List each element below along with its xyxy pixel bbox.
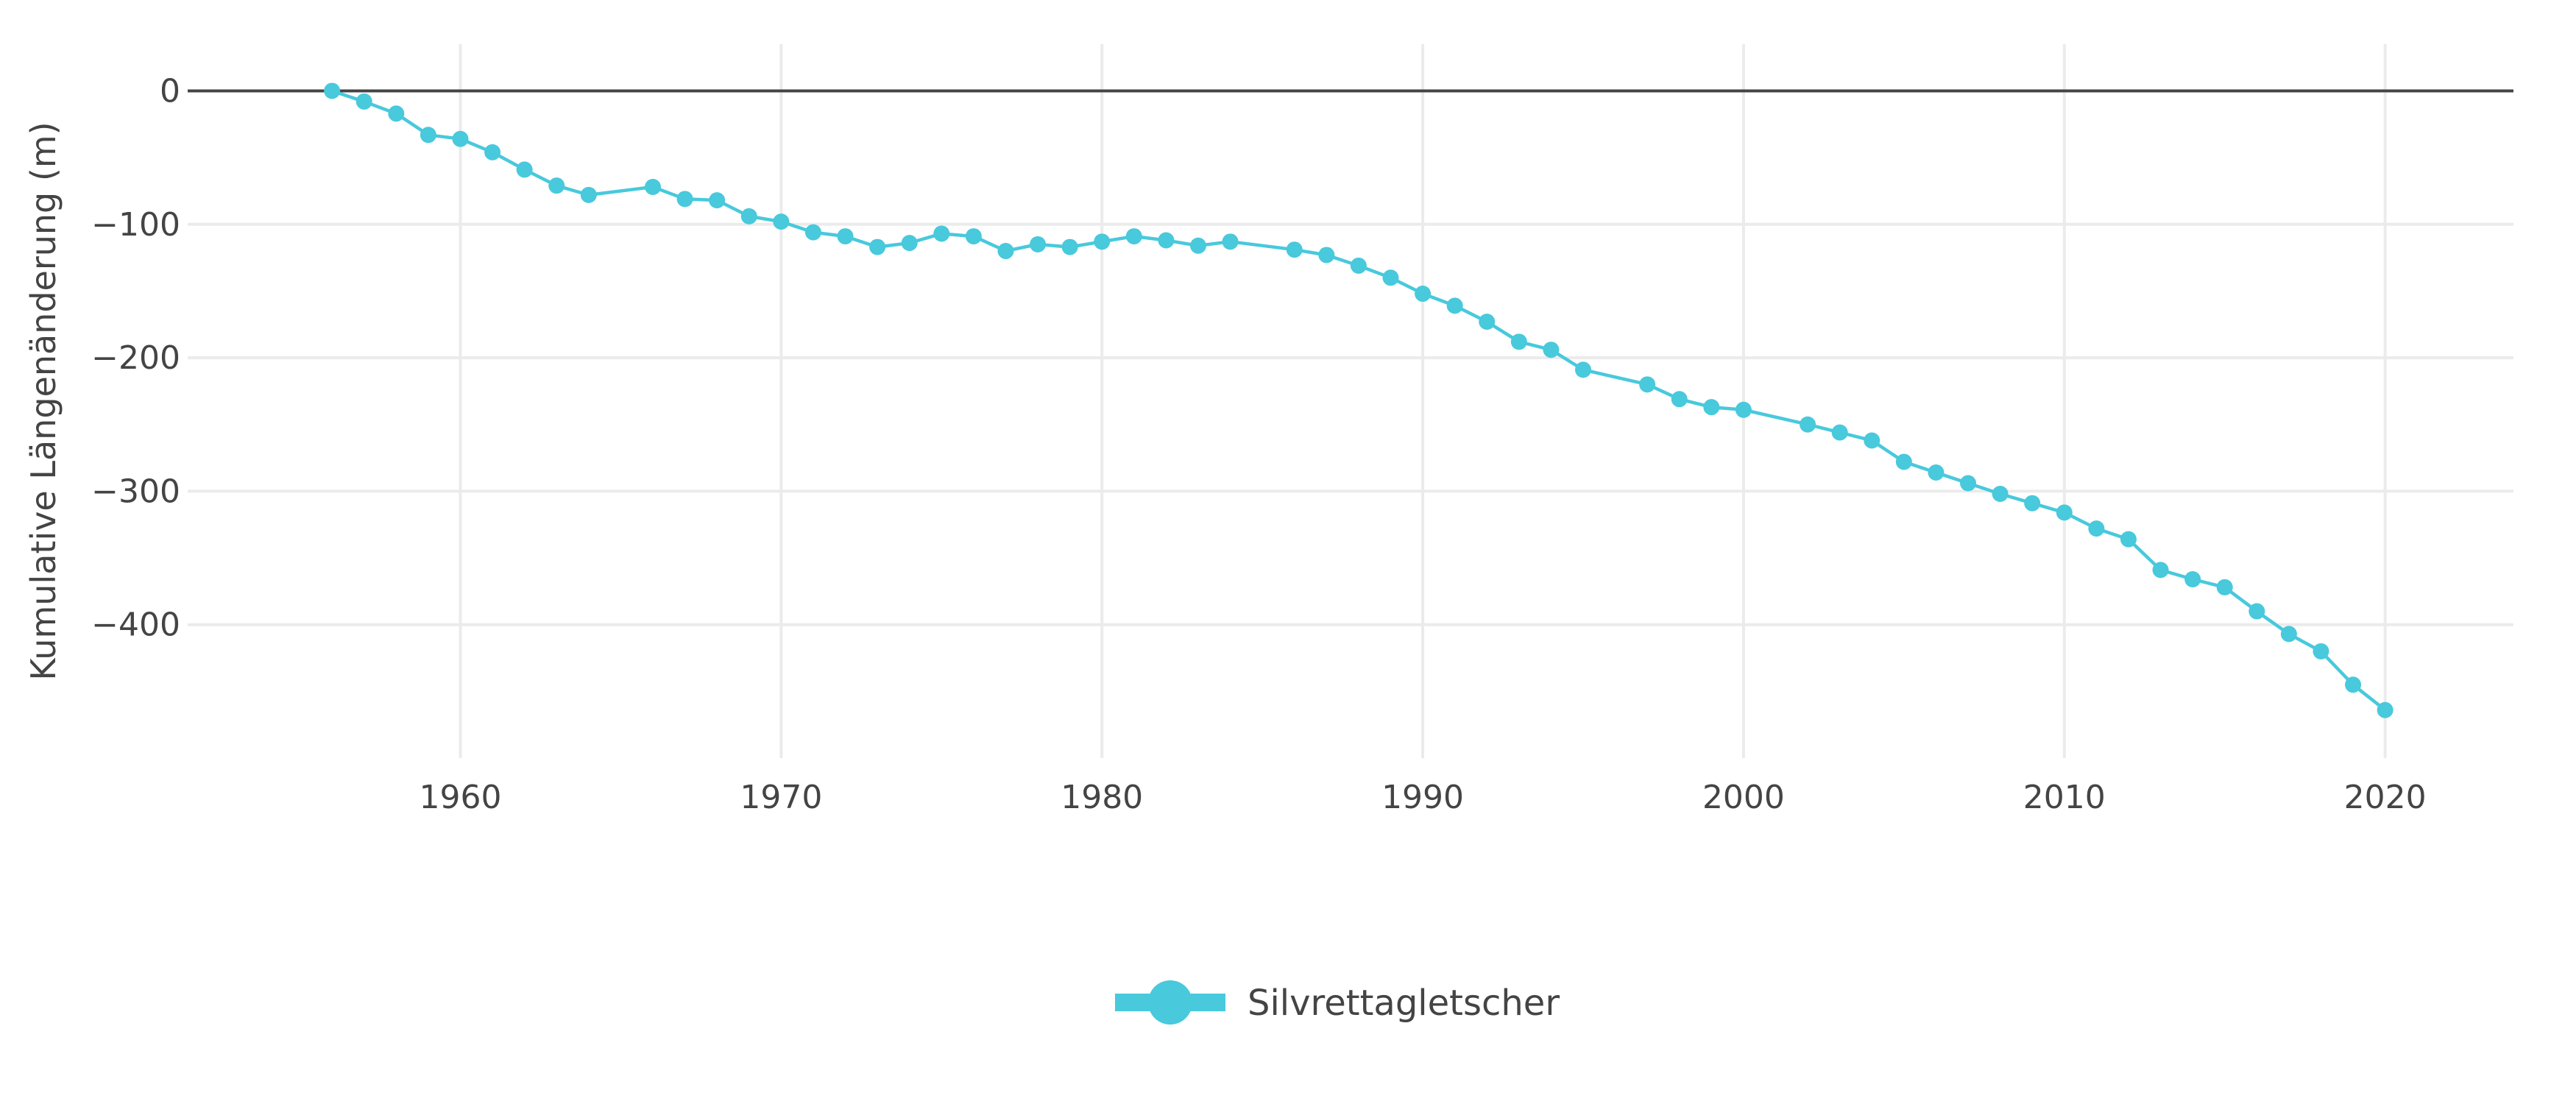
data-point <box>773 213 790 230</box>
y-tick-label: −200 <box>91 339 180 377</box>
data-point <box>452 130 469 147</box>
data-point <box>709 192 726 209</box>
data-point <box>1125 228 1142 245</box>
data-point <box>1895 453 1912 470</box>
data-point <box>1222 233 1239 250</box>
data-point <box>997 243 1014 260</box>
data-point <box>740 208 757 224</box>
data-point <box>1158 232 1175 249</box>
data-point <box>804 224 821 241</box>
data-point <box>965 228 982 245</box>
data-point <box>1800 416 1816 433</box>
data-point <box>1479 314 1496 330</box>
data-point <box>1382 269 1399 286</box>
data-point <box>869 238 886 255</box>
data-point <box>1864 432 1880 449</box>
y-tick-label: −400 <box>91 606 180 644</box>
legend[interactable]: Silvrettagletscher <box>1115 980 1560 1025</box>
data-point <box>1671 391 1688 408</box>
data-point <box>1575 361 1591 378</box>
data-point <box>1415 286 1432 302</box>
data-point <box>1061 238 1078 255</box>
series-layer <box>324 82 2393 718</box>
data-point <box>1510 333 1527 350</box>
data-point <box>2088 520 2105 537</box>
data-point <box>420 127 436 144</box>
data-point <box>837 228 854 245</box>
data-point <box>2216 578 2233 595</box>
data-point <box>1703 399 1720 416</box>
x-tick-label: 2000 <box>1702 779 1785 816</box>
data-point <box>2377 701 2393 718</box>
data-point <box>2024 495 2041 512</box>
data-point <box>1189 237 1206 254</box>
data-point <box>1094 233 1111 250</box>
data-point <box>516 161 533 178</box>
data-point <box>2056 504 2073 521</box>
y-tick-label: −300 <box>91 473 180 510</box>
y-axis-title: Kumulative Längenänderung (m) <box>24 121 63 680</box>
legend-swatch <box>1115 980 1225 1025</box>
x-tick-labels: 1960 1970 1980 1990 2000 2010 2020 <box>419 779 2426 816</box>
data-point <box>355 93 372 110</box>
legend-swatch-marker <box>1148 980 1192 1025</box>
data-point <box>1543 342 1560 358</box>
data-point <box>1350 257 1367 274</box>
x-tick-label: 1960 <box>419 779 501 816</box>
data-point <box>2184 571 2201 588</box>
data-point <box>1446 297 1463 314</box>
data-point <box>645 179 661 195</box>
data-point <box>1030 236 1047 252</box>
y-tick-label: −100 <box>91 206 180 244</box>
data-point <box>1318 247 1335 263</box>
data-point <box>2345 676 2362 693</box>
data-point <box>901 235 918 252</box>
data-point <box>484 144 501 160</box>
x-tick-label: 1970 <box>740 779 822 816</box>
x-tick-label: 2020 <box>2344 779 2427 816</box>
data-point <box>2280 626 2297 643</box>
data-point <box>933 225 950 242</box>
data-point <box>388 105 405 122</box>
data-point <box>548 177 565 194</box>
data-point <box>1960 475 1977 492</box>
data-point <box>1928 464 1945 481</box>
data-point <box>2152 562 2169 578</box>
data-point <box>1735 401 1752 418</box>
legend-label-silvrettagletscher: Silvrettagletscher <box>1248 983 1560 1024</box>
data-point <box>1831 424 1848 441</box>
x-tick-label: 2010 <box>2023 779 2106 816</box>
data-point <box>676 191 693 208</box>
data-point <box>2313 643 2329 659</box>
data-point <box>324 82 341 99</box>
x-tick-label: 1980 <box>1061 779 1143 816</box>
data-point <box>1286 241 1303 258</box>
x-tick-label: 1990 <box>1381 779 1464 816</box>
data-point <box>2120 531 2137 548</box>
data-point <box>1639 376 1656 393</box>
data-point <box>1992 486 2009 503</box>
y-tick-label: 0 <box>160 72 180 110</box>
grid-layer <box>188 44 2513 758</box>
data-point <box>2248 603 2265 620</box>
data-point <box>580 186 597 203</box>
y-tick-labels: 0 −100 −200 −300 −400 <box>91 72 180 643</box>
